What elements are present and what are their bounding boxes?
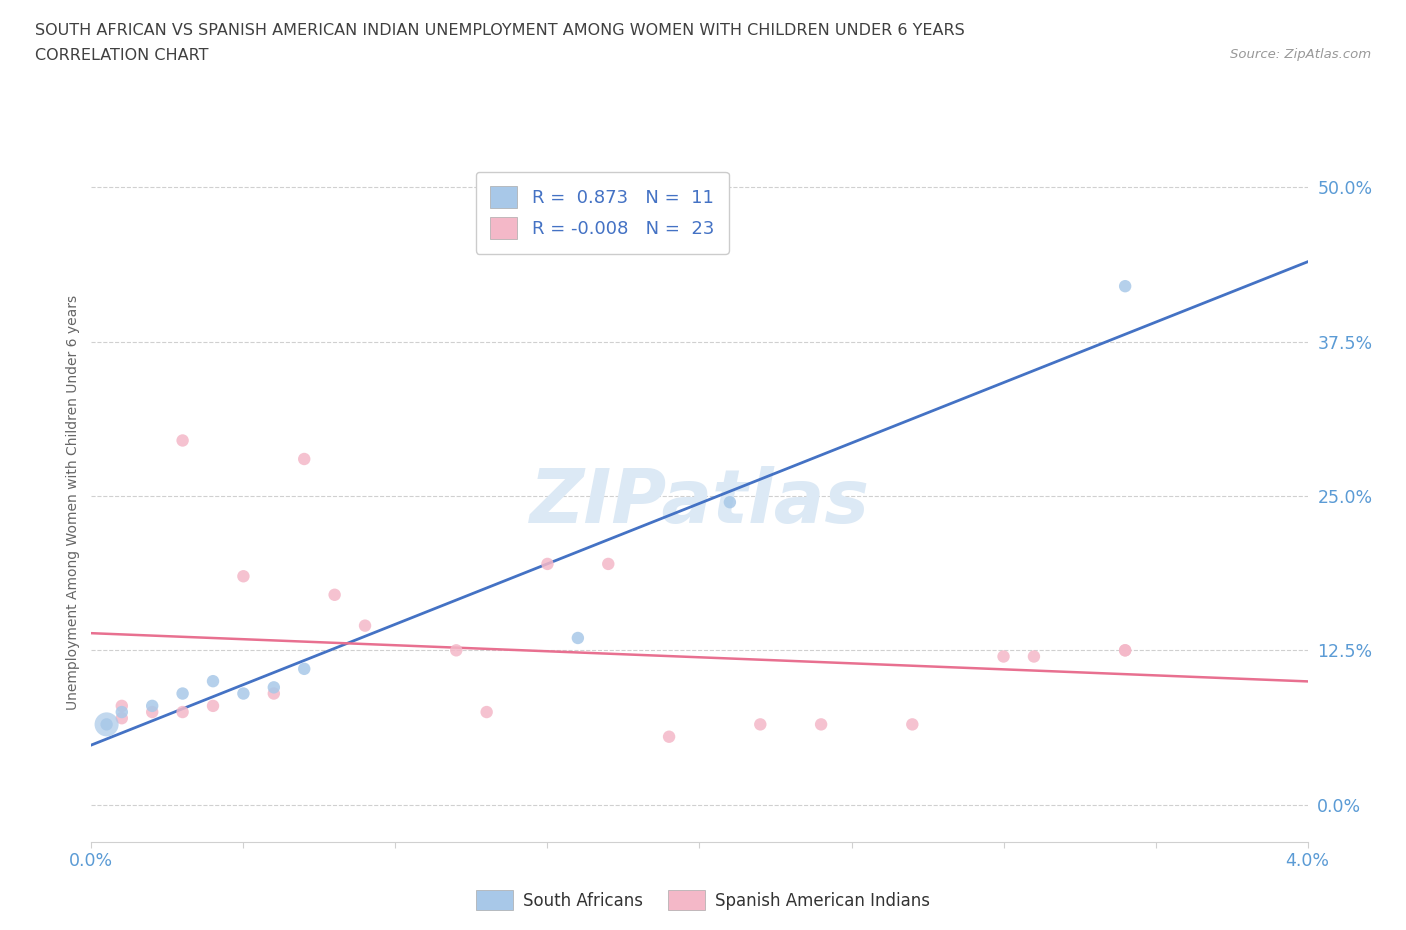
Point — [141, 705, 163, 720]
Point — [444, 643, 467, 658]
Point — [354, 618, 377, 633]
Point — [598, 556, 620, 571]
Point — [202, 698, 225, 713]
Point — [263, 680, 285, 695]
Legend: R =  0.873   N =  11, R = -0.008   N =  23: R = 0.873 N = 11, R = -0.008 N = 23 — [475, 172, 728, 254]
Text: SOUTH AFRICAN VS SPANISH AMERICAN INDIAN UNEMPLOYMENT AMONG WOMEN WITH CHILDREN : SOUTH AFRICAN VS SPANISH AMERICAN INDIAN… — [35, 23, 965, 38]
Point — [111, 705, 134, 720]
Point — [263, 686, 285, 701]
Point — [749, 717, 772, 732]
Point — [718, 495, 741, 510]
Point — [96, 717, 118, 732]
Point — [1114, 643, 1136, 658]
Point — [172, 433, 194, 448]
Point — [475, 705, 498, 720]
Point — [111, 698, 134, 713]
Point — [141, 698, 163, 713]
Point — [292, 452, 315, 467]
Point — [901, 717, 924, 732]
Point — [993, 649, 1015, 664]
Point — [323, 588, 346, 603]
Y-axis label: Unemployment Among Women with Children Under 6 years: Unemployment Among Women with Children U… — [66, 295, 80, 710]
Legend: South Africans, Spanish American Indians: South Africans, Spanish American Indians — [470, 884, 936, 917]
Point — [232, 686, 254, 701]
Point — [567, 631, 589, 645]
Point — [111, 711, 134, 725]
Point — [1114, 279, 1136, 294]
Point — [232, 569, 254, 584]
Point — [810, 717, 832, 732]
Text: ZIPatlas: ZIPatlas — [530, 466, 869, 538]
Point — [658, 729, 681, 744]
Text: Source: ZipAtlas.com: Source: ZipAtlas.com — [1230, 48, 1371, 61]
Point — [1022, 649, 1045, 664]
Point — [202, 673, 225, 688]
Text: CORRELATION CHART: CORRELATION CHART — [35, 48, 208, 63]
Point — [292, 661, 315, 676]
Point — [172, 686, 194, 701]
Point — [96, 717, 118, 732]
Point — [536, 556, 558, 571]
Point — [1114, 643, 1136, 658]
Point — [172, 705, 194, 720]
